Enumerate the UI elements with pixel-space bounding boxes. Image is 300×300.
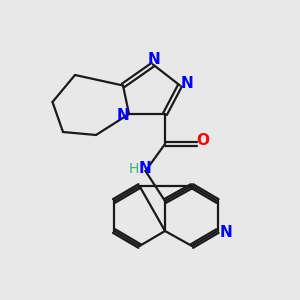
Text: N: N: [181, 76, 194, 92]
Text: N: N: [220, 225, 232, 240]
Text: O: O: [196, 133, 210, 148]
Text: N: N: [117, 108, 129, 123]
Text: N: N: [139, 161, 151, 176]
Text: N: N: [148, 52, 161, 68]
Text: H: H: [129, 162, 139, 176]
